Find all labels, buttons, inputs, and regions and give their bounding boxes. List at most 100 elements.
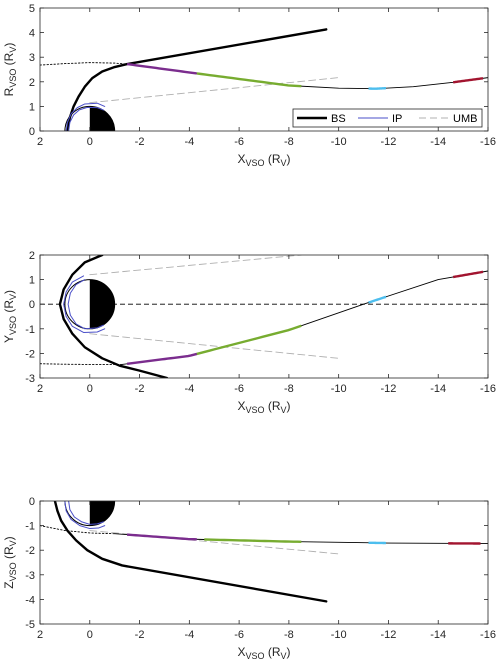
x-tick-label: -14	[430, 136, 446, 148]
x-tick-label: -8	[284, 136, 294, 148]
legend: BS IP UMB	[292, 108, 483, 128]
legend-label-bow-shock: BS	[331, 113, 346, 125]
trajectory-segment-purple	[126, 62, 197, 75]
y-tick-label: -3	[25, 373, 35, 385]
x-tick-label: 0	[87, 136, 93, 148]
x-tick-label: 2	[37, 136, 43, 148]
umb-line	[89, 77, 340, 104]
x-tick-label: 2	[37, 629, 43, 641]
trajectory-line	[126, 63, 488, 90]
x-tick-label: -2	[135, 136, 145, 148]
y-tick-label: -2	[25, 348, 35, 360]
x-tick-label: -2	[135, 629, 145, 641]
y-tick-label: -1	[25, 324, 35, 336]
planet-night-side	[89, 501, 115, 526]
x-tick-label: -6	[234, 383, 244, 395]
x-tick-label: 2	[37, 383, 43, 395]
legend-label-umb: UMB	[453, 113, 477, 125]
x-tick-label: -10	[331, 629, 347, 641]
y-axis-label: YVSO (RV)	[2, 290, 18, 343]
y-tick-label: 4	[29, 28, 35, 40]
y-tick-label: 1	[29, 275, 35, 287]
y-tick-label: 2	[29, 77, 35, 89]
bow-shock-line	[58, 255, 169, 378]
y-tick-label: -1	[25, 521, 35, 533]
y-tick-label: 0	[29, 496, 35, 508]
y-tick-label: 3	[29, 52, 35, 64]
x-tick-label: -16	[480, 629, 496, 641]
planet-outline	[64, 501, 116, 527]
x-tick-label: 0	[87, 383, 93, 395]
y-tick-label: -3	[25, 570, 35, 582]
x-tick-label: -10	[331, 136, 347, 148]
x-axis-label: XVSO (RV)	[237, 152, 290, 168]
trajectory-line	[121, 270, 488, 365]
bow-shock-line	[53, 501, 328, 603]
plot-area	[40, 255, 488, 378]
x-tick-label: -10	[331, 383, 347, 395]
ionopause-line	[65, 102, 106, 131]
x-tick-label: -6	[234, 629, 244, 641]
ionopause-line	[63, 275, 106, 333]
axes-box	[39, 500, 489, 625]
x-axis-label: XVSO (RV)	[237, 645, 290, 661]
x-tick-label: -16	[480, 136, 496, 148]
x-tick-label: -14	[430, 383, 446, 395]
planet-night-side	[89, 279, 115, 329]
x-tick-label: -2	[135, 383, 145, 395]
y-tick-label: 0	[29, 126, 35, 138]
bow-shock-extension-line	[40, 62, 128, 66]
plot-area	[40, 28, 488, 131]
trajectory-segment-cyan	[368, 86, 387, 90]
umb-line	[89, 255, 302, 276]
trajectory-segment-red	[453, 77, 484, 84]
x-axis-label: XVSO (RV)	[237, 399, 290, 415]
umb-line	[89, 530, 340, 555]
x-tick-label: -4	[184, 136, 194, 148]
x-tick-label: -4	[184, 629, 194, 641]
planet-outline	[64, 105, 116, 131]
y-tick-label: 1	[29, 101, 35, 113]
x-tick-label: 0	[87, 629, 93, 641]
bow-shock-line	[66, 28, 328, 131]
y-axis-label: RVSO (RV)	[2, 43, 18, 97]
y-tick-label: 2	[29, 250, 35, 262]
ionopause-inner-line	[68, 501, 104, 525]
trajectory-segment-cyan	[368, 295, 387, 304]
legend-label-ionopause: IP	[392, 113, 402, 125]
x-tick-label: -16	[480, 383, 496, 395]
y-tick-label: 5	[29, 3, 35, 15]
x-tick-label: -14	[430, 629, 446, 641]
panel-z: 2 0 -2 -4 -6 -8 -10 -12 -14 -16 0 -1 -2 -3 -4 -5 XVSO (R…	[2, 496, 496, 661]
x-tick-label: -8	[284, 629, 294, 641]
plot-area	[40, 501, 488, 603]
trajectory-segment-red	[452, 270, 484, 279]
ionopause-line	[64, 501, 106, 530]
trajectory-segment-green	[196, 324, 302, 356]
ionopause-inner-line	[68, 106, 104, 131]
trajectory-segment-purple	[126, 352, 198, 366]
planet-night-side	[89, 106, 115, 131]
x-tick-label: -6	[234, 136, 244, 148]
x-tick-label: -4	[184, 383, 194, 395]
umb-line	[89, 333, 340, 359]
y-tick-label: 0	[29, 299, 35, 311]
trajectory-segment-purple	[127, 533, 197, 541]
x-tick-label: -12	[380, 629, 396, 641]
ionopause-inner-line	[67, 279, 104, 330]
x-tick-label: -12	[380, 136, 396, 148]
bow-shock-extension-line	[40, 525, 116, 535]
y-tick-label: -2	[25, 545, 35, 557]
x-tick-label: -12	[380, 383, 396, 395]
y-axis-label: ZVSO (RV)	[2, 536, 18, 588]
axes-box	[39, 254, 489, 379]
x-tick-label: -8	[284, 383, 294, 395]
trajectory-segment-green	[196, 72, 302, 88]
bow-shock-extension-line	[40, 363, 123, 365]
y-tick-label: -5	[25, 619, 35, 631]
trajectory-segment-green	[204, 538, 302, 543]
axes-box	[39, 7, 489, 132]
